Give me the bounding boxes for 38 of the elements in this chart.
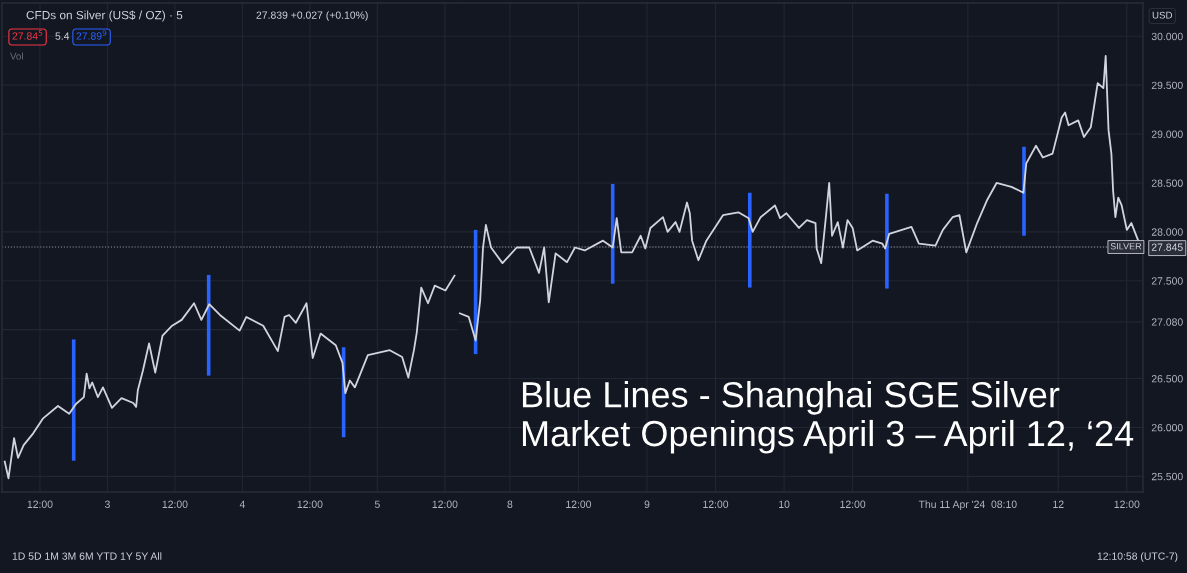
y-tick-label: 27.080 [1151, 318, 1183, 326]
text: 12:10:58 (UTC-7) [1097, 552, 1178, 562]
x-tick-label: 9 [644, 500, 650, 508]
annotation: 27.84$^{5}$ [12, 30, 43, 40]
y-tick-label: 27.845 [1151, 243, 1183, 251]
annotation: Vol [10, 52, 23, 60]
x-tick-label: 12:00 [703, 500, 729, 508]
annotation: 27.839 +0.027 (+0.10%) [256, 11, 368, 21]
text: 1D 5D 1M 3M 6M YTD 1Y 5Y All [12, 552, 162, 560]
y-tick-label: 30.000 [1151, 32, 1183, 41]
y-tick-label: 27.500 [1151, 277, 1183, 285]
x-tick-label: 10 [779, 500, 790, 508]
text: CFDs on Silver (US$ / OZ) · 5 [26, 10, 183, 22]
y-tick-label: 28.000 [1151, 228, 1183, 236]
annotation: 5.4 [55, 32, 70, 40]
annotation: 27.89$^{9}$ [76, 30, 107, 40]
x-tick-label: 12:00 [297, 500, 323, 508]
ref-line-label: SILVER [1110, 243, 1142, 250]
x-tick-label: 12:00 [432, 500, 458, 508]
x-tick-label: 12 [1053, 500, 1064, 508]
y-tick-label: 28.500 [1151, 179, 1183, 187]
x-tick-label: 5 [374, 500, 380, 508]
x-tick-label: 4 [239, 500, 246, 508]
x-tick-label: 12:00 [566, 500, 592, 508]
x-tick-label: 12:00 [162, 500, 188, 508]
x-tick-label: 12:00 [27, 500, 53, 508]
x-tick-label: 8 [507, 500, 513, 508]
y-tick-label: 26.500 [1151, 375, 1183, 383]
annotation: Blue Lines - Shanghai SGE Silver Market Openings April 3 – April 12, ‘24 [522, 381, 1134, 454]
x-tick-label: 12:00 [1114, 500, 1140, 508]
text: USD [1152, 11, 1173, 19]
y-tick-label: 29.500 [1151, 81, 1183, 90]
x-tick-label: Thu 11 Apr '24 08:10 [918, 500, 1017, 511]
y-tick-label: 26.000 [1151, 423, 1183, 432]
y-tick-label: 25.500 [1151, 472, 1183, 481]
x-tick-label: 12:00 [840, 500, 866, 508]
y-tick-label: 29.000 [1151, 130, 1183, 138]
x-tick-label: 3 [104, 500, 110, 508]
